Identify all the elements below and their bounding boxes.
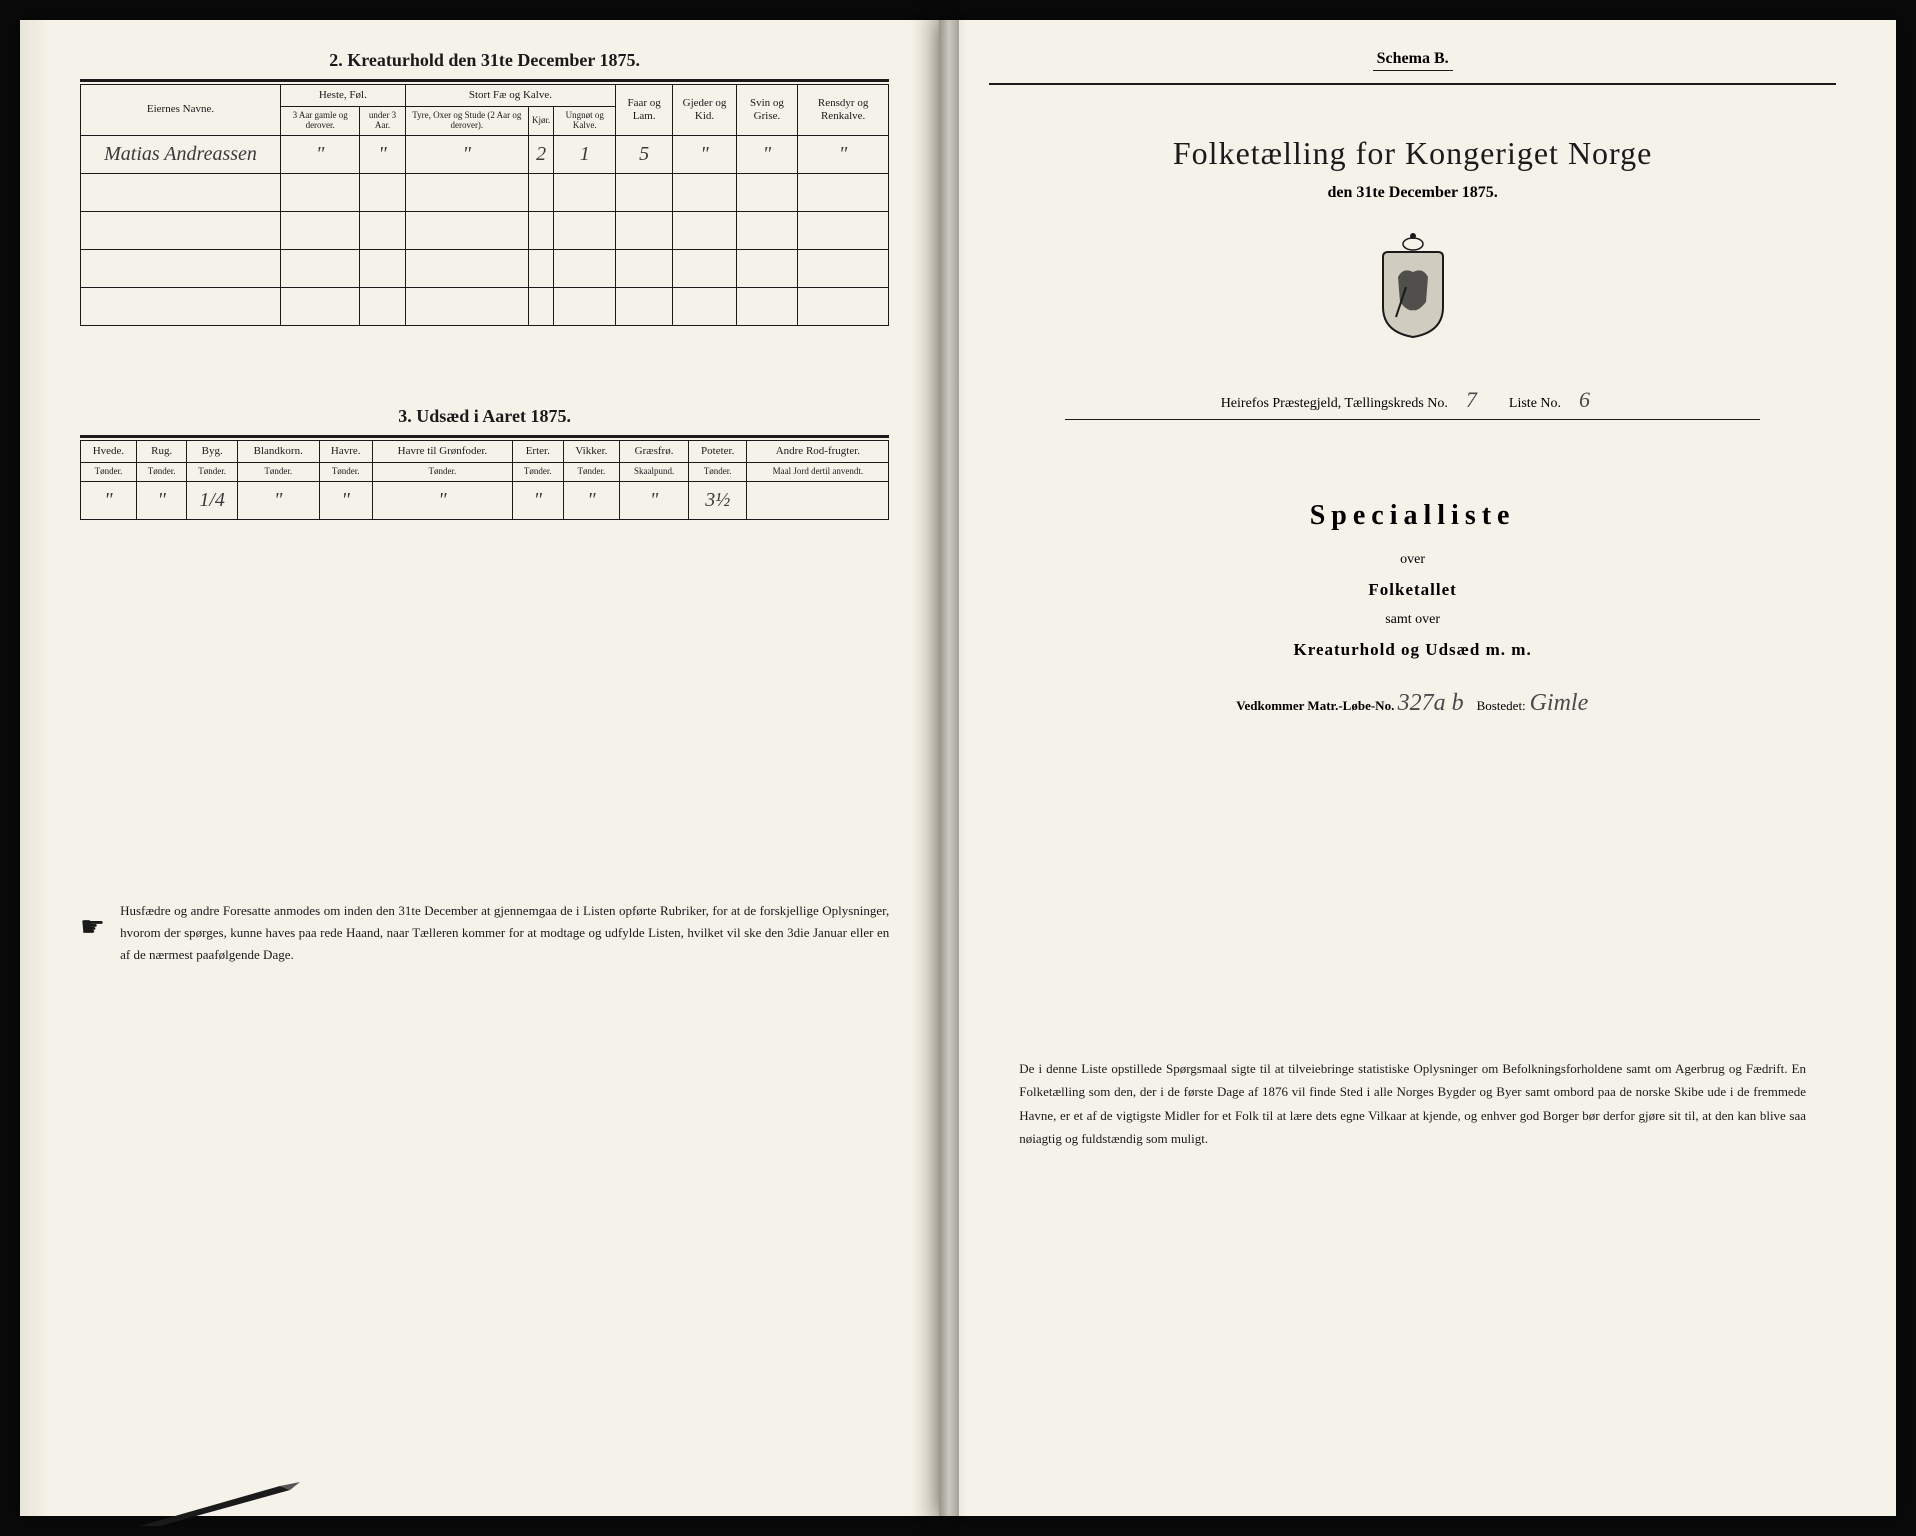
th-unit: Tønder. <box>372 463 512 482</box>
left-page: 2. Kreaturhold den 31te December 1875. E… <box>20 20 939 1516</box>
cell: 1/4 <box>187 482 238 520</box>
table-row <box>81 211 889 249</box>
th: Byg. <box>187 440 238 462</box>
th-unit: Tønder. <box>187 463 238 482</box>
cell: " <box>372 482 512 520</box>
cell: " <box>563 482 620 520</box>
th-faar: Faar og Lam. <box>616 85 673 136</box>
th-gjeder: Gjeder og Kid. <box>673 85 737 136</box>
left-footer-note: ☛ Husfædre og andre Foresatte anmodes om… <box>80 900 889 966</box>
coat-of-arms-icon <box>989 232 1836 347</box>
th-unit: Tønder. <box>513 463 564 482</box>
parish-fill-b: 6 <box>1565 387 1605 413</box>
cell: 2 <box>528 135 553 173</box>
cell: " <box>319 482 372 520</box>
cell: " <box>673 135 737 173</box>
th: Hvede. <box>81 440 137 462</box>
sub-over: over <box>989 552 1836 568</box>
th: Græsfrø. <box>620 440 689 462</box>
section2-title: 2. Kreaturhold den 31te December 1875. <box>80 50 889 71</box>
matr-label-b: Bostedet: <box>1477 698 1526 713</box>
rule <box>80 79 889 82</box>
matr-fill-b: Gimle <box>1529 690 1589 717</box>
specialliste-title: Specialliste <box>989 500 1836 532</box>
cell: " <box>360 135 405 173</box>
th-stort-c: Ungnøt og Kalve. <box>554 107 616 136</box>
rule <box>80 435 889 438</box>
rule <box>1065 419 1759 420</box>
th: Rug. <box>136 440 187 462</box>
th: Havre. <box>319 440 372 462</box>
cell: 1 <box>554 135 616 173</box>
sub-folketallet: Folketallet <box>989 580 1836 600</box>
th-unit: Maal Jord dertil anvendt. <box>747 463 889 482</box>
parish-line: Heirefos Præstegjeld, Tællingskreds No. … <box>989 387 1836 413</box>
th: Havre til Grønfoder. <box>372 440 512 462</box>
footer-text: Husfædre og andre Foresatte anmodes om i… <box>120 900 889 966</box>
table-row <box>81 173 889 211</box>
th-heste-b: under 3 Aar. <box>360 107 405 136</box>
pen-icon <box>140 1476 300 1526</box>
th: Vikker. <box>563 440 620 462</box>
th: Andre Rod-frugter. <box>747 440 889 462</box>
table-row <box>81 287 889 325</box>
table-row <box>81 249 889 287</box>
table-row: Matias Andreassen " " " 2 1 5 " " " <box>81 135 889 173</box>
table-row: " " 1/4 " " " " " " 3½ <box>81 482 889 520</box>
schema-label: Schema B. <box>1373 50 1453 71</box>
parish-label-a: Heirefos Præstegjeld, Tællingskreds No. <box>1221 396 1448 411</box>
cell: " <box>136 482 187 520</box>
sub-samt: samt over <box>989 612 1836 628</box>
pointing-hand-icon: ☛ <box>80 904 105 966</box>
th: Blandkorn. <box>237 440 319 462</box>
book-spread: 2. Kreaturhold den 31te December 1875. E… <box>20 20 1896 1516</box>
matr-fill-a: 327a b <box>1398 690 1464 717</box>
matr-label-a: Vedkommer Matr.-Løbe-No. <box>1236 698 1394 713</box>
main-title: Folketælling for Kongeriget Norge <box>989 135 1836 172</box>
th: Poteter. <box>688 440 747 462</box>
rule <box>989 83 1836 85</box>
cell: " <box>405 135 528 173</box>
th-unit: Tønder. <box>319 463 372 482</box>
th: Erter. <box>513 440 564 462</box>
th-rens: Rensdyr og Renkalve. <box>798 85 889 136</box>
th-name: Eiernes Navne. <box>81 85 281 136</box>
cell: " <box>513 482 564 520</box>
cell: " <box>736 135 797 173</box>
cell: 3½ <box>688 482 747 520</box>
th-unit: Tønder. <box>81 463 137 482</box>
th-svin: Svin og Grise. <box>736 85 797 136</box>
cell <box>747 482 889 520</box>
cell: " <box>620 482 689 520</box>
cell: " <box>237 482 319 520</box>
table-udsaed: Hvede. Rug. Byg. Blandkorn. Havre. Havre… <box>80 440 889 520</box>
cell-name: Matias Andreassen <box>81 135 281 173</box>
cell: " <box>281 135 360 173</box>
cell: 5 <box>616 135 673 173</box>
section3-title: 3. Udsæd i Aaret 1875. <box>80 406 889 427</box>
cell: " <box>81 482 137 520</box>
th-unit: Skaalpund. <box>620 463 689 482</box>
parish-label-b: Liste No. <box>1509 396 1561 411</box>
th-stort: Stort Fæ og Kalve. <box>405 85 616 107</box>
table-kreaturhold: Eiernes Navne. Heste, Føl. Stort Fæ og K… <box>80 84 889 326</box>
th-unit: Tønder. <box>688 463 747 482</box>
right-page: Schema B. Folketælling for Kongeriget No… <box>939 20 1896 1516</box>
parish-fill-a: 7 <box>1451 387 1491 413</box>
th-heste-a: 3 Aar gamle og derover. <box>281 107 360 136</box>
th-stort-a: Tyre, Oxer og Stude (2 Aar og derover). <box>405 107 528 136</box>
th-heste: Heste, Føl. <box>281 85 406 107</box>
date-line: den 31te December 1875. <box>989 184 1836 202</box>
th-unit: Tønder. <box>136 463 187 482</box>
th-unit: Tønder. <box>563 463 620 482</box>
sub-kreatur: Kreaturhold og Udsæd m. m. <box>989 640 1836 660</box>
matr-line: Vedkommer Matr.-Løbe-No. 327a b Bostedet… <box>989 690 1836 717</box>
th-unit: Tønder. <box>237 463 319 482</box>
book-spine <box>939 20 959 1516</box>
th-stort-b: Kjør. <box>528 107 553 136</box>
right-footer-text: De i denne Liste opstillede Spørgsmaal s… <box>989 1057 1836 1151</box>
cell: " <box>798 135 889 173</box>
